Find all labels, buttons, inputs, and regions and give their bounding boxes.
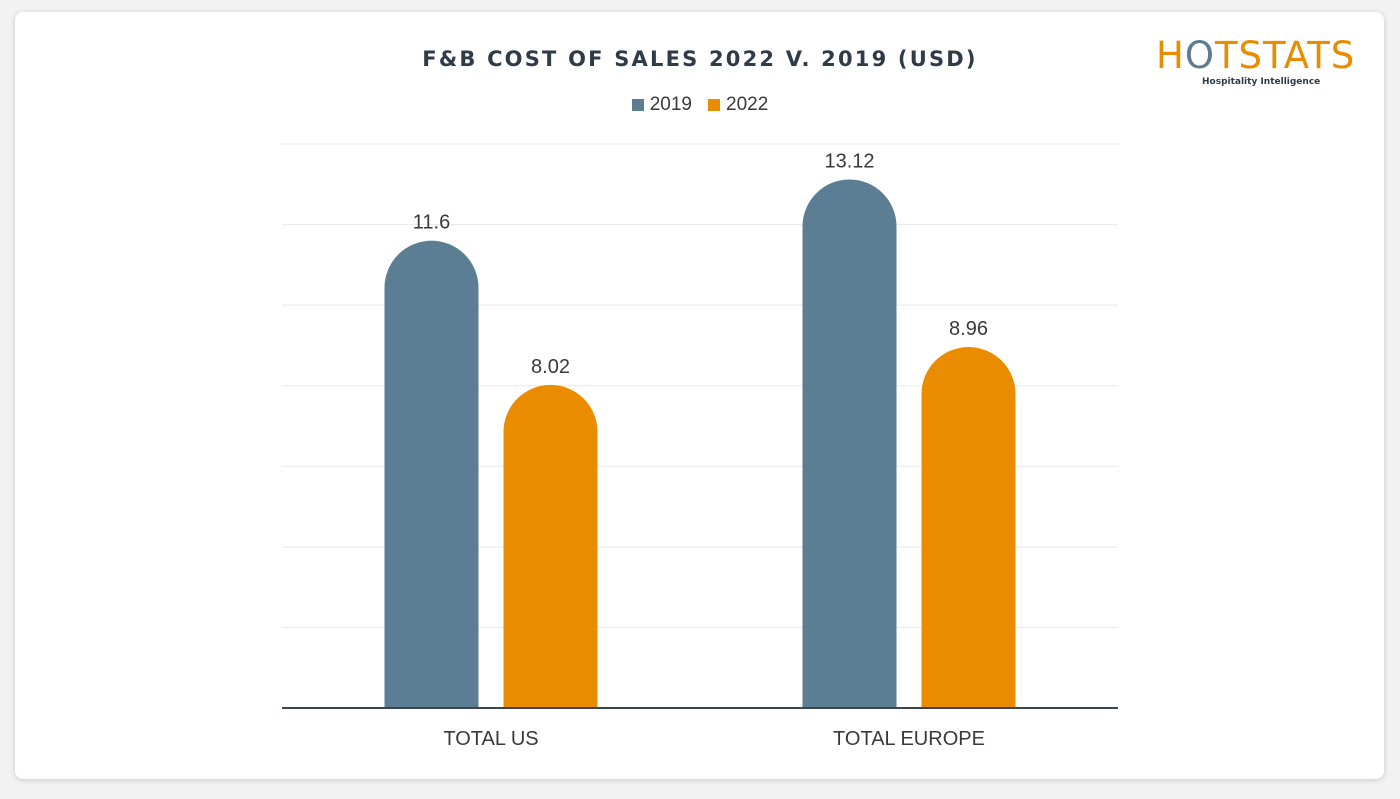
logo-letter-o: O [1184,34,1215,77]
legend-item-2019: 2019 [631,94,692,116]
data-label-2019-1: 13.12 [824,150,874,172]
legend-item-2022: 2022 [708,94,768,116]
bars [384,179,1016,709]
data-label-2019-0: 11.6 [413,212,450,234]
category-labels: TOTAL US TOTAL EUROPE [443,728,985,750]
bar-2022-0 [503,384,598,708]
logo-letters-rest: TSTATS [1214,34,1356,77]
bar-2019-0 [384,240,479,709]
data-label-2022-0: 8.02 [531,356,570,378]
category-label-0: TOTAL US [443,728,538,750]
bar-2019-1 [802,179,897,708]
logo-letter-h: H [1156,34,1185,77]
category-label-1: TOTAL EUROPE [833,728,985,750]
legend: 2019 2022 [0,94,1400,116]
logo-tagline: Hospitality Intelligence [1202,77,1321,87]
legend-swatch-2022 [708,99,720,111]
logo-wordmark: HOTSTATS [1156,36,1356,76]
chart-title: F&B COST OF SALES 2022 V. 2019 (USD) [422,47,978,71]
legend-swatch-2019 [631,99,644,111]
bar-2022-1 [921,347,1016,708]
data-label-2022-1: 8.96 [949,318,988,340]
chart-card [15,12,1384,779]
hotstats-logo: HOTSTATS Hospitality Intelligence [1156,36,1356,88]
legend-label-2022: 2022 [726,94,769,115]
data-labels: 11.6 8.02 13.12 8.96 [413,150,988,377]
legend-label-2019: 2019 [649,94,692,115]
